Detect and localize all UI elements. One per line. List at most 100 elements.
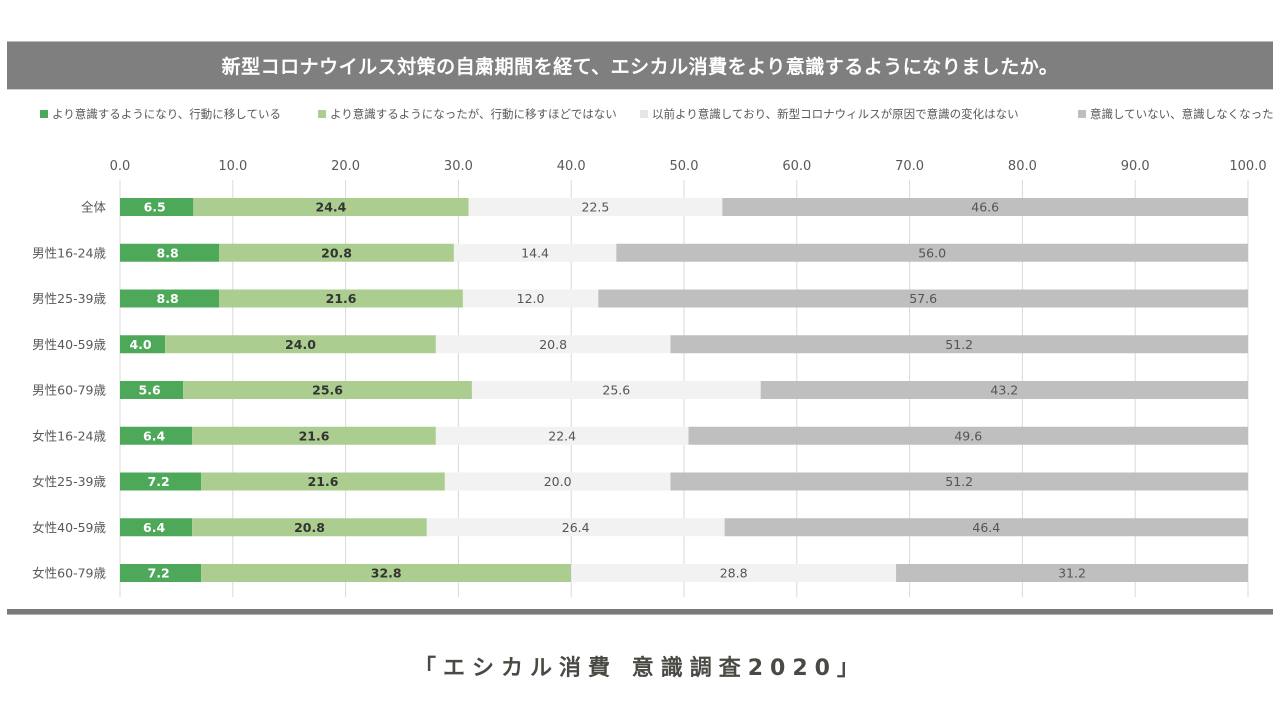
data-label: 28.8 xyxy=(720,566,748,581)
data-label: 6.4 xyxy=(143,428,165,443)
legend-item: 以前より意識しており、新型コロナウィルスが原因で意識の変化はない xyxy=(640,106,1019,122)
legend-item: 意識していない、意識しなくなった xyxy=(1078,106,1274,122)
bar-segment xyxy=(571,564,897,582)
data-label: 24.0 xyxy=(285,337,316,352)
data-label: 21.6 xyxy=(308,474,339,489)
bar-segment xyxy=(183,381,472,399)
bar-segment xyxy=(120,564,202,582)
data-label: 46.4 xyxy=(972,520,1000,535)
bar-segment xyxy=(453,243,617,262)
category-label: 男性16-24歳 xyxy=(32,245,106,260)
data-label: 57.6 xyxy=(909,291,937,306)
bar-segment xyxy=(468,198,723,216)
bar-segment xyxy=(688,426,1248,445)
bar-segment xyxy=(462,289,599,308)
data-label: 25.6 xyxy=(602,383,630,398)
data-label: 32.8 xyxy=(371,566,402,581)
bar-segment xyxy=(598,289,1248,308)
category-label: 男性40-59歳 xyxy=(32,337,106,352)
data-label: 43.2 xyxy=(990,383,1018,398)
bar-segment xyxy=(444,472,671,491)
data-label: 20.8 xyxy=(321,245,352,260)
bar-segment xyxy=(760,381,1248,399)
category-label: 女性25-39歳 xyxy=(32,474,106,489)
data-label: 14.4 xyxy=(521,245,549,260)
legend-label: 意識していない、意識しなくなった xyxy=(1090,107,1274,121)
legend-swatch xyxy=(640,110,648,118)
data-label: 7.2 xyxy=(148,474,170,489)
bar-segment xyxy=(435,426,689,445)
data-label: 7.2 xyxy=(148,566,170,581)
bar-segment xyxy=(724,518,1248,537)
data-label: 21.6 xyxy=(299,428,330,443)
bar-segment xyxy=(193,198,469,216)
stacked-bar-chart: 0.0 10.0 20.0 30.0 40.0 50.0 60.0 70.0 80.0 90.0 1… xyxy=(32,159,1267,597)
bar-segment xyxy=(120,198,194,216)
bar-segment xyxy=(435,335,671,354)
category-label: 全体 xyxy=(81,200,107,215)
bar-segment xyxy=(120,335,166,354)
x-tick-label: 0.0 xyxy=(110,159,131,174)
data-label: 6.4 xyxy=(143,520,165,535)
x-tick-label: 60.0 xyxy=(782,159,811,174)
bar-segment xyxy=(722,198,1248,216)
data-label: 5.6 xyxy=(139,383,161,398)
data-label: 25.6 xyxy=(312,383,343,398)
category-label: 男性60-79歳 xyxy=(32,383,106,398)
bar-segment xyxy=(120,472,202,491)
data-label: 24.4 xyxy=(316,200,347,215)
data-label: 46.6 xyxy=(971,200,999,215)
bar-segment xyxy=(201,472,445,491)
data-label: 51.2 xyxy=(945,337,973,352)
data-label: 56.0 xyxy=(918,245,946,260)
bar-segment xyxy=(192,518,427,537)
data-label: 49.6 xyxy=(954,428,982,443)
bar-segment xyxy=(471,381,761,399)
bar-segment xyxy=(616,243,1248,262)
category-label: 男性25-39歳 xyxy=(32,291,106,306)
data-label: 21.6 xyxy=(326,291,357,306)
bar-segment xyxy=(219,289,463,308)
data-label: 31.2 xyxy=(1058,566,1086,581)
data-label: 6.5 xyxy=(144,200,166,215)
data-label: 26.4 xyxy=(562,520,590,535)
data-label: 8.8 xyxy=(157,245,179,260)
data-label: 20.0 xyxy=(544,474,572,489)
data-label: 12.0 xyxy=(517,291,545,306)
legend-swatch xyxy=(1078,110,1086,118)
x-tick-label: 100.0 xyxy=(1229,159,1266,174)
x-tick-label: 90.0 xyxy=(1121,159,1150,174)
data-label: 51.2 xyxy=(945,474,973,489)
category-label: 女性40-59歳 xyxy=(32,520,106,535)
x-tick-label: 70.0 xyxy=(895,159,924,174)
bar-segment xyxy=(192,426,436,445)
bar-segment xyxy=(670,472,1248,491)
bar-segment xyxy=(120,518,193,537)
legend-label: より意識するようになり、行動に移している xyxy=(52,107,281,121)
bar-segment xyxy=(120,426,193,445)
data-label: 20.8 xyxy=(294,520,325,535)
category-label: 女性60-79歳 xyxy=(32,566,106,581)
legend-label: 以前より意識しており、新型コロナウィルスが原因で意識の変化はない xyxy=(652,107,1019,121)
chart-title-bar: 新型コロナウイルス対策の自粛期間を経て、エシカル消費をより意識するようになりまし… xyxy=(7,41,1273,90)
data-label: 22.5 xyxy=(582,200,610,215)
x-tick-label: 30.0 xyxy=(444,159,473,174)
x-tick-label: 80.0 xyxy=(1008,159,1037,174)
category-label: 女性16-24歳 xyxy=(32,428,106,443)
bar-segment xyxy=(120,381,184,399)
bar-segment xyxy=(426,518,725,537)
data-label: 20.8 xyxy=(539,337,567,352)
bar-segment xyxy=(219,243,454,262)
legend-item: より意識するようになり、行動に移している xyxy=(40,106,281,122)
bar-segment xyxy=(670,335,1248,354)
data-label: 8.8 xyxy=(157,291,179,306)
chart-legend: より意識するようになり、行動に移している より意識するようになったが、行動に移すほ… xyxy=(40,106,1274,124)
x-tick-label: 50.0 xyxy=(670,159,699,174)
legend-swatch xyxy=(40,110,48,118)
legend-item: より意識するようになったが、行動に移すほどではない xyxy=(318,106,617,122)
bottom-divider xyxy=(7,609,1273,615)
bar-segment xyxy=(165,335,436,354)
bar-segment xyxy=(896,564,1248,582)
data-label: 4.0 xyxy=(129,337,151,352)
chart-title: 新型コロナウイルス対策の自粛期間を経て、エシカル消費をより意識するようになりまし… xyxy=(221,56,1059,78)
